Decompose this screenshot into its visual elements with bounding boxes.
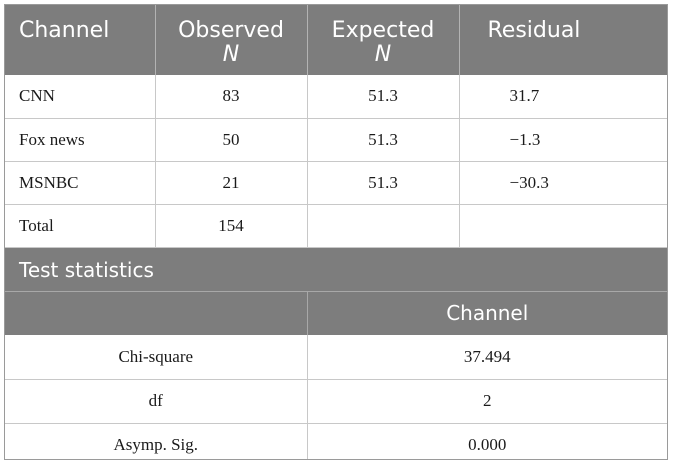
stat-label: df xyxy=(5,379,308,424)
table-row: Fox news 50 51.3 −1.3 xyxy=(5,118,667,162)
cell-channel: Fox news xyxy=(5,118,156,162)
cell-residual: −1.3 xyxy=(459,118,667,162)
cell-observed: 154 xyxy=(155,204,308,248)
cell-expected: 51.3 xyxy=(307,161,460,205)
test-statistics-header-row: Channel xyxy=(5,290,667,335)
stat-label: Chi-square xyxy=(5,335,308,380)
header-observed-n: Observed N xyxy=(155,5,308,75)
header-channel-column: Channel xyxy=(307,290,667,335)
table-row: CNN 83 51.3 31.7 xyxy=(5,75,667,119)
header-expected-n-symbol: N xyxy=(374,42,392,67)
header-channel: Channel xyxy=(5,5,156,75)
test-statistics-table: Channel Chi-square 37.494 df 2 Asymp. Si… xyxy=(5,290,667,459)
frequency-table: Channel Observed N Expected N Residual C… xyxy=(5,5,667,248)
cell-channel: CNN xyxy=(5,75,156,119)
header-observed-label: Observed xyxy=(178,18,284,43)
table-row-total: Total 154 xyxy=(5,204,667,248)
cell-observed: 83 xyxy=(155,75,308,119)
test-statistics-title: Test statistics xyxy=(5,247,667,291)
header-residual-label: Residual xyxy=(487,18,581,43)
cell-observed: 21 xyxy=(155,161,308,205)
header-observed-n-symbol: N xyxy=(222,42,240,67)
results-table-frame: Channel Observed N Expected N Residual C… xyxy=(4,4,668,460)
header-expected-label: Expected xyxy=(331,18,435,43)
stat-value: 37.494 xyxy=(307,335,667,380)
frequency-header-row: Channel Observed N Expected N Residual xyxy=(5,5,667,75)
cell-residual xyxy=(459,204,667,248)
stat-value: 2 xyxy=(307,379,667,424)
table-row: Chi-square 37.494 xyxy=(5,335,667,380)
cell-expected: 51.3 xyxy=(307,118,460,162)
table-row: df 2 xyxy=(5,379,667,424)
table-row: Asymp. Sig. 0.000 xyxy=(5,423,667,459)
cell-residual: 31.7 xyxy=(459,75,667,119)
cell-residual: −30.3 xyxy=(459,161,667,205)
header-residual: Residual xyxy=(459,5,667,75)
header-channel-label: Channel xyxy=(19,18,110,43)
cell-expected: 51.3 xyxy=(307,75,460,119)
stat-value: 0.000 xyxy=(468,435,507,455)
cell-expected xyxy=(307,204,460,248)
header-expected-n: Expected N xyxy=(307,5,460,75)
cell-channel: MSNBC xyxy=(5,161,156,205)
cell-channel: Total xyxy=(5,204,156,248)
header-blank-cell xyxy=(5,290,308,335)
stat-label: Asymp. Sig. xyxy=(5,423,308,459)
table-row: MSNBC 21 51.3 −30.3 xyxy=(5,161,667,205)
cell-observed: 50 xyxy=(155,118,308,162)
